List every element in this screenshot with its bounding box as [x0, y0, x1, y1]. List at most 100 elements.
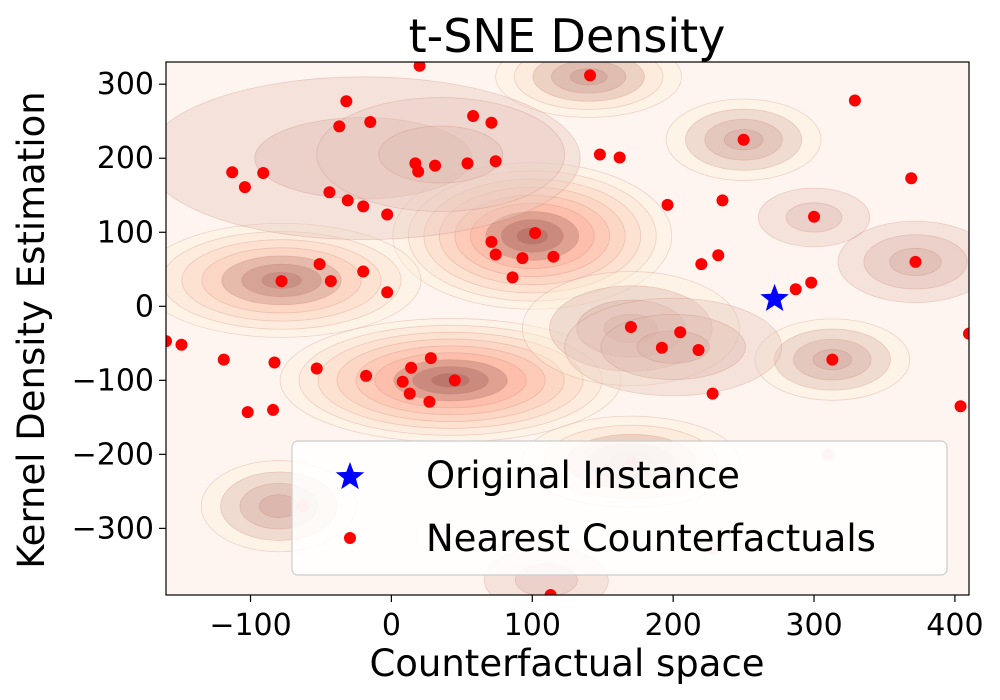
counterfactual-point — [712, 249, 725, 262]
counterfactual-point — [448, 374, 461, 387]
counterfactual-point — [624, 321, 637, 334]
counterfactual-point — [310, 362, 323, 375]
density-contour-13-0 — [564, 297, 783, 397]
counterfactual-point — [716, 194, 729, 207]
density-contour-13-2 — [636, 330, 710, 364]
density-contour-11-1 — [254, 117, 473, 200]
legend: Original Instance Nearest Counterfactual… — [291, 440, 948, 576]
counterfactual-point — [396, 375, 409, 388]
x-tick-label: 400 — [926, 608, 983, 643]
chart-title: t-SNE Density — [409, 9, 726, 63]
y-tick-label: 0 — [135, 289, 154, 324]
counterfactual-point — [333, 120, 346, 133]
x-tick-label: 300 — [785, 608, 842, 643]
counterfactual-point — [529, 227, 542, 240]
counterfactual-point — [357, 200, 370, 213]
plot-frame — [165, 61, 970, 596]
counterfactual-point — [706, 387, 719, 400]
counterfactual-point — [323, 186, 336, 199]
counterfactual-point — [241, 406, 254, 419]
counterfactual-point — [267, 403, 280, 416]
x-axis-ticks: −100 0 100 200 300 400 — [209, 595, 984, 643]
y-tick-label: −200 — [72, 437, 154, 472]
counterfactual-point — [381, 208, 394, 221]
counterfactual-point — [467, 110, 480, 123]
counterfactual-point — [593, 148, 606, 161]
counterfactual-point — [175, 338, 188, 351]
y-tick-label: 200 — [97, 141, 154, 176]
counterfactual-point — [275, 275, 288, 288]
density-contour-3-1 — [513, 62, 664, 110]
counterfactual-point — [695, 258, 708, 271]
counterfactual-point — [413, 62, 426, 72]
legend-dot-marker — [344, 532, 356, 544]
counterfactual-point — [217, 353, 230, 366]
y-axis-ticks: −300 −200 −100 0 100 200 300 — [72, 67, 166, 546]
counterfactual-point — [613, 151, 626, 164]
counterfactual-point — [674, 326, 687, 339]
counterfactual-point — [692, 343, 705, 356]
counterfactual-point — [341, 194, 354, 207]
x-axis-label: Counterfactual space — [369, 642, 764, 685]
x-tick-label: 200 — [645, 608, 702, 643]
counterfactual-point — [963, 327, 969, 340]
counterfactual-point — [485, 116, 498, 129]
counterfactual-point — [808, 210, 821, 223]
legend-label-counterfactuals: Nearest Counterfactuals — [426, 517, 876, 560]
x-tick-label: 0 — [382, 608, 401, 643]
counterfactual-point — [655, 341, 668, 354]
y-tick-label: −300 — [72, 511, 154, 546]
counterfactual-point — [848, 94, 861, 107]
counterfactual-point — [381, 286, 394, 299]
counterfactual-point — [429, 159, 442, 172]
density-contour-12-0 — [316, 97, 566, 212]
x-tick-label: 100 — [504, 608, 561, 643]
counterfactual-point — [257, 167, 270, 180]
counterfactual-point — [826, 353, 839, 366]
counterfactual-point — [360, 369, 373, 382]
counterfactual-point — [789, 283, 802, 296]
counterfactual-point — [403, 387, 416, 400]
y-tick-label: 300 — [97, 67, 154, 102]
legend-box — [291, 440, 948, 576]
counterfactual-point — [485, 235, 498, 248]
legend-label-original: Original Instance — [426, 454, 740, 497]
counterfactual-point — [909, 255, 922, 268]
density-contour-13-1 — [600, 314, 746, 380]
counterfactual-point — [544, 589, 557, 595]
counterfactual-point — [584, 69, 597, 82]
counterfactual-point — [461, 157, 474, 170]
counterfactual-point — [357, 265, 370, 278]
counterfactual-point — [238, 181, 251, 194]
counterfactual-point — [954, 400, 967, 413]
counterfactual-point — [423, 395, 436, 408]
counterfactual-point — [405, 361, 418, 374]
counterfactual-point — [166, 335, 172, 348]
original-instance-star — [760, 283, 789, 311]
counterfactual-point — [340, 95, 353, 108]
counterfactual-point — [313, 258, 326, 271]
counterfactual-point — [424, 352, 437, 365]
counterfactual-point — [489, 248, 502, 261]
x-tick-label: −100 — [209, 608, 291, 643]
y-axis-label: Kernel Density Estimation — [10, 91, 53, 568]
counterfactual-point — [737, 133, 750, 146]
counterfactual-point — [905, 172, 918, 185]
y-tick-label: −100 — [72, 363, 154, 398]
counterfactual-point — [324, 275, 337, 288]
counterfactual-point — [412, 165, 425, 178]
counterfactual-point — [516, 252, 529, 265]
counterfactual-point — [268, 356, 281, 369]
counterfactual-point — [489, 155, 502, 168]
density-contour-3-2 — [532, 62, 645, 102]
density-contour-9-0 — [837, 220, 969, 303]
legend-star-marker — [335, 462, 365, 490]
density-contour-2-0 — [166, 222, 422, 338]
counterfactual-point — [805, 276, 818, 289]
counterfactual-point — [506, 271, 519, 284]
counterfactual-point — [364, 115, 377, 128]
counterfactual-point — [661, 198, 674, 211]
y-tick-label: 100 — [97, 215, 154, 250]
density-contour-12-1 — [378, 125, 504, 184]
